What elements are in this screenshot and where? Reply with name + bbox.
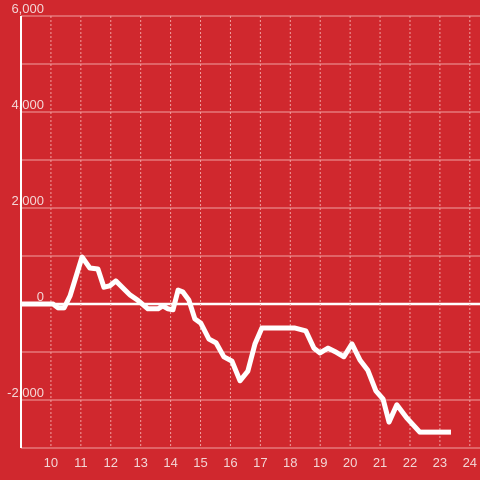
x-tick-label: 23 <box>433 455 447 470</box>
x-tick-label: 18 <box>283 455 297 470</box>
x-tick-label: 11 <box>74 455 88 470</box>
y-tick-label: 6,000 <box>11 1 44 16</box>
y-tick-label: 2,000 <box>11 193 44 208</box>
x-tick-label: 14 <box>163 455 177 470</box>
x-tick-label: 19 <box>313 455 327 470</box>
x-tick-label: 20 <box>343 455 357 470</box>
data-line <box>21 254 451 435</box>
x-tick-label: 13 <box>133 455 147 470</box>
x-tick-label: 17 <box>253 455 267 470</box>
x-tick-label: 10 <box>44 455 58 470</box>
x-tick-label: 16 <box>223 455 237 470</box>
y-tick-label: -2,000 <box>7 385 44 400</box>
x-tick-label: 21 <box>373 455 387 470</box>
y-tick-label: 4,000 <box>11 97 44 112</box>
y-tick-label: 0 <box>37 289 44 304</box>
x-tick-label: 15 <box>193 455 207 470</box>
x-tick-label: 12 <box>104 455 118 470</box>
x-tick-label: 24 <box>463 455 477 470</box>
x-tick-label: 22 <box>403 455 417 470</box>
